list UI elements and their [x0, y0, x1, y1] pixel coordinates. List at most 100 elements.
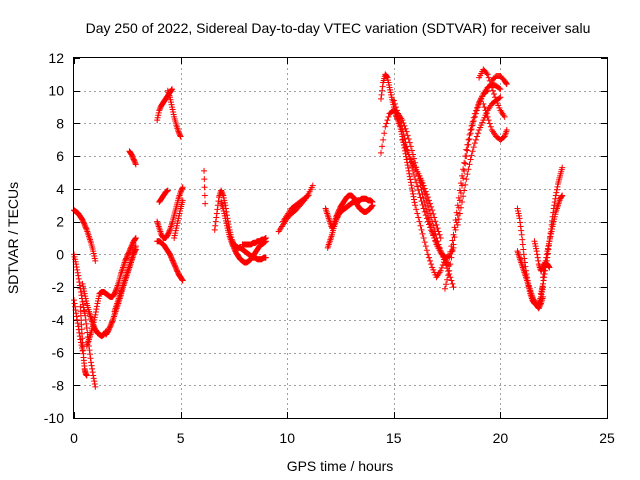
data-point-marker: [108, 319, 115, 326]
data-point-marker: [408, 182, 415, 189]
series-arc-04: [77, 303, 90, 379]
data-point-marker: [446, 267, 453, 274]
data-point-marker: [202, 200, 209, 207]
data-point-marker: [437, 267, 444, 274]
axis-ticks: 0 5 10 15 20 25 -10 -8 -6 -4 -2 0 2 4 6 8 10 12: [44, 50, 615, 446]
data-point-marker: [410, 193, 417, 200]
data-point-marker: [475, 130, 482, 137]
data-point-marker: [492, 94, 499, 101]
data-point-marker: [73, 264, 80, 271]
data-point-marker: [90, 375, 97, 382]
data-point-marker: [441, 285, 448, 292]
data-point-marker: [423, 215, 430, 222]
data-point-marker: [463, 146, 470, 153]
data-point-marker: [414, 210, 421, 217]
data-point-marker: [412, 202, 419, 209]
data-point-marker: [177, 133, 184, 140]
data-point-marker: [74, 269, 81, 276]
data-point-marker: [392, 104, 399, 111]
data-point-marker: [465, 136, 472, 143]
data-point-marker: [416, 172, 423, 179]
data-point-marker: [78, 292, 85, 299]
y-tick-label: -6: [52, 345, 65, 361]
series-arc-36: [488, 73, 510, 88]
data-point-marker: [461, 187, 468, 194]
data-point-marker: [554, 183, 561, 190]
data-point-marker: [87, 355, 94, 362]
data-point-marker: [542, 261, 549, 268]
data-point-marker: [464, 141, 471, 148]
data-point-marker: [421, 239, 428, 246]
data-point-marker: [381, 130, 388, 137]
data-point-marker: [74, 266, 81, 273]
data-point-marker: [441, 259, 448, 266]
y-tick-label: 4: [56, 181, 64, 197]
data-point-marker: [413, 206, 420, 213]
y-tick-label: 8: [56, 115, 64, 131]
data-point-marker: [483, 110, 490, 117]
data-point-marker: [409, 187, 416, 194]
data-point-marker: [418, 226, 425, 233]
series-arc-41: [540, 192, 566, 281]
data-point-marker: [417, 176, 424, 183]
data-point-marker: [76, 279, 83, 286]
data-point-marker: [445, 272, 452, 279]
data-point-marker: [559, 164, 566, 171]
data-point-marker: [443, 281, 450, 288]
data-point-marker: [452, 217, 459, 223]
chart-title: Day 250 of 2022, Sidereal Day-to-day VTE…: [86, 20, 591, 36]
series-arc-21: [239, 235, 269, 248]
data-point-marker: [213, 214, 220, 221]
data-point-marker: [72, 303, 79, 310]
series-arc-23: [279, 192, 312, 225]
data-point-marker: [535, 257, 542, 264]
data-point-marker: [73, 313, 80, 320]
data-point-marker: [413, 179, 420, 186]
data-point-marker: [305, 192, 312, 199]
data-point-marker: [533, 248, 540, 255]
data-point-marker: [489, 87, 496, 94]
data-point-marker: [542, 257, 549, 264]
x-axis-label: GPS time / hours: [287, 458, 394, 474]
data-point-marker: [540, 274, 547, 281]
data-point-marker: [113, 286, 120, 293]
data-point-marker: [462, 153, 469, 160]
data-point-marker: [399, 127, 406, 133]
data-point-marker: [457, 204, 464, 211]
data-point-marker: [487, 81, 494, 88]
data-point-marker: [435, 241, 442, 248]
data-point-marker: [496, 95, 503, 102]
data-point-marker: [75, 323, 82, 330]
data-point-marker: [432, 230, 439, 237]
data-point-marker: [543, 251, 550, 258]
data-point-marker: [450, 284, 457, 291]
data-point-marker: [92, 257, 99, 264]
data-point-marker: [201, 184, 208, 191]
data-point-marker: [201, 192, 208, 199]
x-tick-label: 15: [386, 430, 402, 446]
data-point-marker: [417, 194, 424, 201]
data-point-marker: [448, 243, 455, 250]
data-point-marker: [82, 312, 89, 319]
data-point-marker: [438, 264, 445, 271]
data-point-marker: [179, 277, 186, 284]
data-point-marker: [483, 88, 490, 95]
data-point-marker: [433, 221, 440, 228]
data-point-marker: [132, 235, 139, 242]
data-point-marker: [484, 71, 491, 78]
data-point-marker: [383, 73, 390, 80]
data-point-marker: [481, 104, 488, 111]
data-point-marker: [420, 235, 427, 241]
data-point-marker: [553, 189, 560, 196]
data-point-marker: [454, 202, 461, 209]
data-point-marker: [177, 132, 184, 139]
data-point-marker: [416, 190, 423, 197]
data-point-marker: [422, 194, 429, 201]
data-point-marker: [434, 225, 441, 232]
y-tick-label: 2: [56, 214, 64, 230]
data-point-marker: [79, 298, 86, 305]
data-point-marker: [91, 378, 98, 385]
series-arc-17: [171, 197, 186, 241]
series-arc-22: [275, 182, 316, 235]
data-point-marker: [454, 221, 461, 228]
